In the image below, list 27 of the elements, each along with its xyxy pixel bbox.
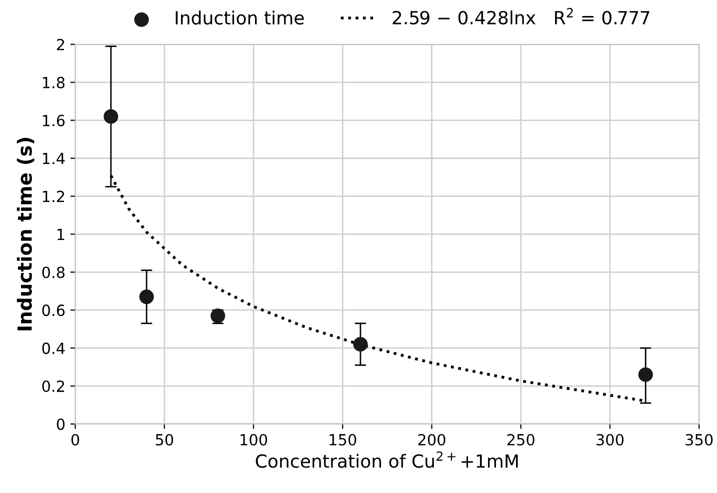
y-tick-label: 1.6 bbox=[42, 114, 65, 126]
y-tick-label: 0.4 bbox=[42, 342, 65, 354]
y-tick-label: 0.2 bbox=[42, 380, 64, 392]
x-tick-label: 300 bbox=[596, 434, 624, 446]
legend-label: 2.59 − 0.428lnx R$^{2}$ = 0.777 bbox=[392, 8, 650, 24]
y-tick-label: 1.2 bbox=[42, 190, 64, 202]
x-tick-label: 0 bbox=[71, 434, 80, 446]
point bbox=[638, 367, 653, 382]
y-tick-label: 0.8 bbox=[42, 266, 65, 278]
point bbox=[104, 109, 118, 124]
y-tick-label: 1.8 bbox=[42, 76, 65, 88]
x-tick-label: 100 bbox=[240, 434, 268, 446]
x-tick-label: 200 bbox=[418, 434, 446, 446]
legend-label: Induction time bbox=[176, 10, 304, 25]
y-tick-label: 2 bbox=[56, 38, 64, 50]
x-tick-label: 250 bbox=[507, 434, 534, 446]
x-axis-title: Concentration of Cu$^{2+}$+1mM bbox=[256, 451, 518, 468]
point bbox=[139, 290, 154, 304]
x-tick-label: 150 bbox=[330, 434, 356, 446]
x-tick-label: 350 bbox=[686, 434, 713, 446]
y-tick-label: 1.4 bbox=[42, 152, 65, 164]
x-tick-label: 50 bbox=[156, 434, 174, 446]
y-axis-title: Induction time (s) bbox=[16, 138, 34, 330]
y-tick-label: 1 bbox=[58, 228, 64, 240]
y-tick-label: 0 bbox=[56, 418, 65, 430]
point bbox=[353, 336, 368, 352]
y-tick-label: 0.6 bbox=[42, 304, 65, 316]
